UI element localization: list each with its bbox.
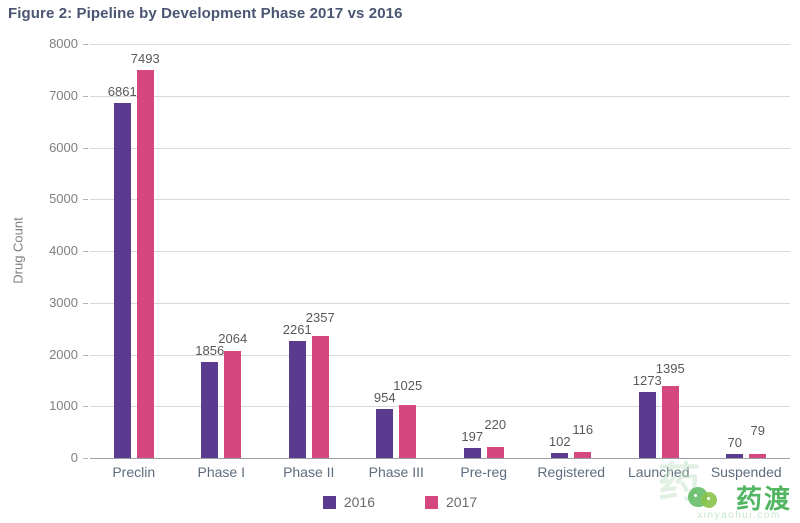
x-label-phase-i: Phase I bbox=[197, 464, 245, 480]
value-label-2017: 79 bbox=[750, 423, 765, 439]
x-label-registered: Registered bbox=[537, 464, 606, 480]
legend-label-2016: 2016 bbox=[343, 494, 375, 510]
value-label-2017: 7493 bbox=[130, 51, 160, 67]
x-label-suspended: Suspended bbox=[710, 464, 782, 480]
y-tick-label: 7000 bbox=[49, 87, 78, 103]
gridline bbox=[90, 44, 790, 45]
y-tick-mark bbox=[83, 302, 88, 304]
x-axis-line bbox=[90, 458, 790, 459]
value-label-2016: 954 bbox=[373, 389, 396, 405]
legend: 2016 2017 bbox=[0, 494, 800, 510]
gridline bbox=[90, 406, 790, 408]
y-tick-mark bbox=[83, 406, 88, 408]
chart-title: Figure 2: Pipeline by Development Phase … bbox=[8, 5, 403, 22]
watermark-sub-text: xinyaohui.com bbox=[697, 510, 781, 521]
gridline bbox=[90, 147, 790, 149]
legend-swatch-2017 bbox=[425, 495, 438, 509]
value-label-2016: 6861 bbox=[107, 83, 137, 99]
value-label-2016: 70 bbox=[727, 435, 742, 451]
value-label-2017: 2357 bbox=[305, 310, 335, 325]
bar-2017-launched bbox=[661, 385, 679, 458]
bar-2017-phase-i bbox=[224, 351, 242, 458]
gridline bbox=[90, 95, 790, 97]
y-tick-mark bbox=[83, 251, 88, 252]
bar-2016-launched bbox=[638, 392, 656, 458]
legend-label-2017: 2017 bbox=[446, 494, 478, 510]
y-tick-label: 2000 bbox=[49, 346, 78, 362]
y-tick-mark bbox=[83, 354, 88, 356]
y-tick-label: 3000 bbox=[49, 294, 78, 310]
bar-2017-phase-ii bbox=[311, 336, 329, 458]
bar-2016-registered bbox=[551, 452, 569, 458]
x-label-preclin: Preclin bbox=[112, 464, 156, 480]
x-label-pre-reg: Pre-reg bbox=[460, 464, 508, 480]
bar-2017-pre-reg bbox=[486, 446, 504, 458]
value-label-2016: 1856 bbox=[195, 342, 225, 358]
gridline bbox=[90, 354, 790, 356]
x-axis-labels: Preclin Phase I Phase II Phase III Pre-reg Re… bbox=[90, 464, 790, 480]
bar-2017-phase-iii bbox=[399, 404, 417, 458]
legend-swatch-2016 bbox=[322, 495, 336, 509]
y-tick-label: 4000 bbox=[49, 243, 78, 258]
bar-2017-suspended bbox=[749, 453, 767, 458]
y-tick-mark bbox=[83, 95, 88, 97]
bar-2016-phase-iii bbox=[376, 408, 394, 458]
bar-2017-registered bbox=[574, 452, 592, 458]
legend-entry-2016: 2016 bbox=[322, 494, 375, 510]
y-tick-label: 0 bbox=[70, 450, 78, 465]
x-label-launched: Launched bbox=[627, 464, 690, 480]
value-label-2017: 1395 bbox=[655, 361, 685, 377]
bar-2016-phase-ii bbox=[288, 341, 306, 458]
value-label-2017: 1025 bbox=[393, 377, 423, 393]
y-tick-mark bbox=[83, 147, 88, 149]
y-tick-label: 1000 bbox=[49, 398, 78, 414]
y-tick-mark bbox=[83, 44, 88, 45]
value-label-2016: 197 bbox=[461, 428, 484, 444]
bar-2016-phase-i bbox=[201, 361, 219, 458]
value-label-2016: 102 bbox=[548, 433, 571, 449]
value-label-2017: 220 bbox=[484, 416, 507, 432]
y-tick-mark bbox=[83, 199, 88, 201]
value-label-2016: 1273 bbox=[632, 373, 662, 389]
plot-area: 6861 7493 1856 2064 2261 2357 954 1025 197 220 102… bbox=[90, 44, 790, 459]
bar-2016-suspended bbox=[726, 454, 744, 458]
bar-2017-preclin bbox=[136, 70, 154, 458]
bar-2016-preclin bbox=[113, 102, 131, 458]
x-label-phase-iii: Phase III bbox=[368, 464, 424, 480]
bar-2016-pre-reg bbox=[463, 447, 481, 458]
y-tick-label: 6000 bbox=[49, 139, 78, 155]
gridline bbox=[90, 302, 790, 304]
gridline bbox=[90, 199, 790, 201]
y-tick-mark bbox=[83, 458, 88, 459]
value-label-2017: 2064 bbox=[218, 330, 248, 346]
y-tick-label: 8000 bbox=[49, 36, 78, 51]
value-label-2017: 116 bbox=[572, 421, 594, 437]
legend-entry-2017: 2017 bbox=[425, 494, 477, 510]
value-label-2016: 2261 bbox=[282, 322, 312, 337]
gridline bbox=[90, 251, 790, 252]
y-tick-label: 5000 bbox=[49, 191, 78, 207]
x-label-phase-ii: Phase II bbox=[283, 464, 335, 480]
